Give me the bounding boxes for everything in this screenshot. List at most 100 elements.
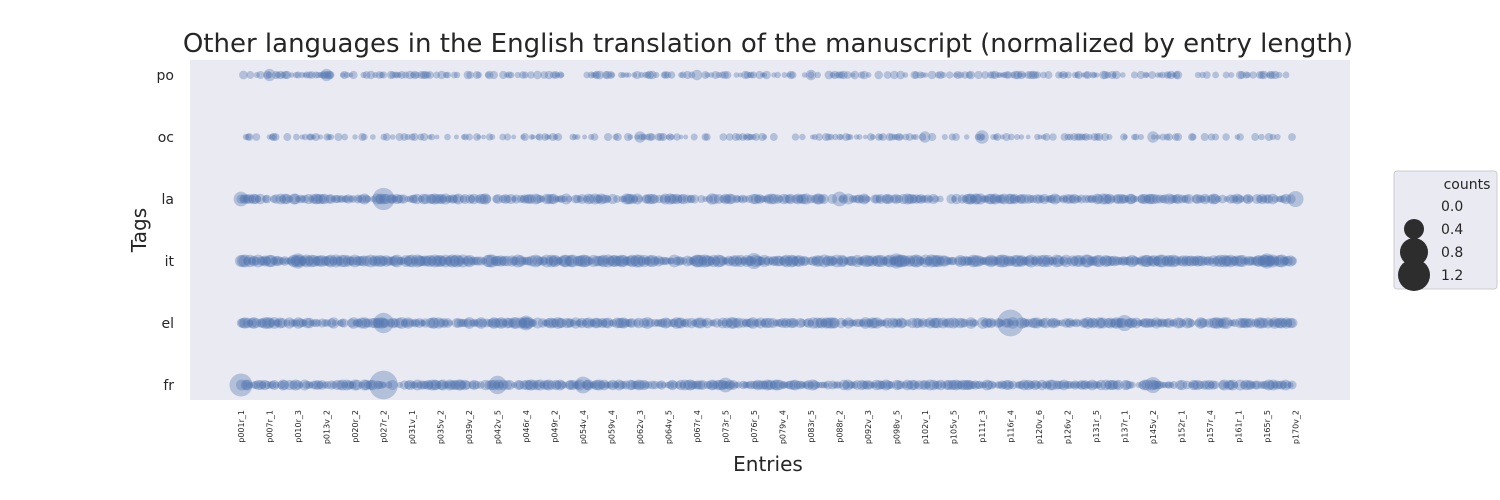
data-point bbox=[492, 255, 504, 267]
data-point bbox=[1218, 380, 1228, 390]
data-point bbox=[290, 379, 302, 391]
data-point bbox=[1244, 71, 1252, 79]
data-point bbox=[590, 317, 601, 329]
data-point bbox=[508, 317, 520, 329]
data-point bbox=[1006, 256, 1017, 266]
data-point bbox=[341, 379, 353, 391]
data-point bbox=[401, 319, 408, 327]
data-point bbox=[1014, 133, 1021, 141]
data-point bbox=[1044, 71, 1053, 79]
data-point bbox=[701, 71, 710, 79]
data-point bbox=[256, 70, 265, 80]
data-point bbox=[997, 194, 1007, 204]
data-point bbox=[565, 379, 576, 391]
data-point bbox=[418, 195, 425, 203]
data-point bbox=[338, 254, 352, 268]
data-point bbox=[728, 381, 736, 389]
data-point bbox=[666, 133, 674, 141]
data-point bbox=[747, 317, 759, 329]
x-tick-label: p001r_1 bbox=[237, 410, 246, 443]
data-point bbox=[1122, 134, 1128, 140]
data-point bbox=[590, 133, 599, 141]
data-point bbox=[957, 256, 967, 266]
data-point bbox=[974, 381, 982, 389]
data-point bbox=[303, 193, 314, 205]
data-point bbox=[862, 134, 868, 140]
data-point bbox=[293, 71, 300, 79]
data-point bbox=[411, 254, 424, 268]
data-point bbox=[884, 194, 894, 204]
data-point bbox=[1283, 381, 1292, 389]
data-point bbox=[981, 195, 989, 203]
data-point bbox=[638, 71, 645, 79]
data-point bbox=[660, 71, 668, 79]
data-point bbox=[1167, 194, 1177, 204]
data-point bbox=[803, 318, 814, 328]
data-point bbox=[465, 133, 473, 141]
data-point bbox=[444, 379, 456, 391]
data-point bbox=[974, 133, 982, 141]
data-point bbox=[286, 256, 296, 266]
data-point bbox=[449, 194, 458, 204]
data-point bbox=[1071, 255, 1084, 267]
data-point bbox=[1075, 319, 1083, 327]
data-point bbox=[382, 133, 391, 141]
data-point bbox=[1095, 317, 1107, 329]
data-point bbox=[872, 254, 885, 268]
data-point bbox=[774, 255, 785, 267]
data-point bbox=[996, 381, 1004, 389]
data-point bbox=[1140, 318, 1151, 328]
data-point bbox=[541, 193, 552, 205]
data-point bbox=[1139, 318, 1148, 328]
data-point bbox=[866, 317, 878, 329]
data-point bbox=[990, 381, 997, 389]
data-point bbox=[746, 72, 753, 78]
data-point bbox=[975, 193, 987, 205]
data-point bbox=[498, 256, 508, 266]
data-point bbox=[246, 319, 254, 327]
data-point bbox=[311, 132, 320, 142]
data-point bbox=[433, 71, 441, 79]
data-point bbox=[1001, 71, 1008, 79]
data-point bbox=[1089, 256, 1100, 266]
data-point bbox=[475, 71, 483, 79]
data-point bbox=[693, 380, 703, 390]
data-point bbox=[852, 380, 863, 390]
data-point bbox=[492, 381, 501, 389]
data-point bbox=[1196, 194, 1205, 204]
data-point bbox=[280, 71, 287, 79]
data-point bbox=[849, 381, 856, 389]
data-point bbox=[418, 319, 426, 327]
data-point bbox=[995, 194, 1005, 204]
data-point bbox=[265, 71, 273, 79]
data-point bbox=[1038, 195, 1046, 203]
data-point bbox=[544, 194, 554, 204]
data-point bbox=[1258, 71, 1266, 79]
data-point bbox=[889, 194, 899, 204]
data-point bbox=[1279, 195, 1288, 203]
data-point bbox=[504, 72, 510, 78]
data-point bbox=[548, 318, 558, 328]
data-point bbox=[1009, 193, 1021, 205]
data-point bbox=[348, 256, 358, 266]
data-point bbox=[425, 193, 436, 205]
data-point bbox=[611, 380, 620, 390]
data-point bbox=[293, 133, 300, 141]
data-point bbox=[1267, 379, 1279, 391]
data-point bbox=[820, 317, 832, 329]
data-point bbox=[564, 254, 578, 268]
data-point bbox=[880, 379, 892, 391]
data-point bbox=[939, 381, 947, 389]
data-point bbox=[330, 381, 338, 389]
data-point bbox=[1139, 193, 1151, 205]
legend-title: counts bbox=[1444, 177, 1491, 193]
data-point bbox=[558, 254, 571, 268]
data-point bbox=[1023, 255, 1035, 267]
x-tick-label: p064v_5 bbox=[665, 410, 674, 444]
data-point bbox=[928, 319, 935, 327]
data-point bbox=[1203, 71, 1211, 79]
data-point bbox=[1262, 194, 1272, 204]
data-point bbox=[1079, 254, 1093, 268]
data-point bbox=[1103, 194, 1113, 204]
